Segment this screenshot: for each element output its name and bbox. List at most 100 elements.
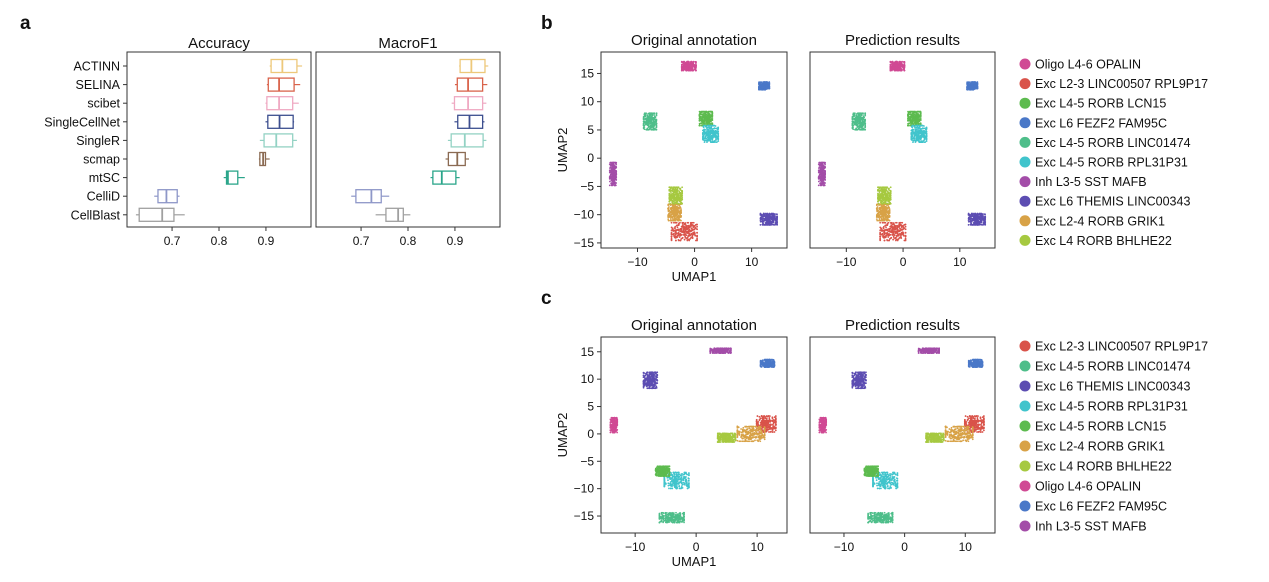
cell-point xyxy=(914,111,917,114)
cell-point xyxy=(900,68,902,71)
cell-point xyxy=(919,116,922,118)
umap-panel-b: Original annotation−10 0 10151050−5−10−15P… xyxy=(555,32,1208,284)
cell-point xyxy=(984,223,987,225)
cell-point xyxy=(667,219,670,222)
cell-point xyxy=(687,224,690,227)
cell-point xyxy=(653,114,656,116)
cell-point xyxy=(687,227,690,230)
cell-point xyxy=(691,61,693,64)
cell-point xyxy=(652,128,655,131)
cell-point xyxy=(977,215,980,218)
cell-point xyxy=(900,64,903,67)
cell-point xyxy=(915,116,918,119)
cell-point xyxy=(652,112,655,115)
cell-point xyxy=(691,234,694,237)
cell-point xyxy=(760,218,762,220)
facet-title: MacroF1 xyxy=(378,35,437,52)
cell-point xyxy=(703,133,706,136)
cell-point xyxy=(920,130,923,132)
cell-point xyxy=(706,126,709,129)
cell-point xyxy=(759,212,762,215)
cell-point xyxy=(917,114,919,117)
cell-point xyxy=(669,213,671,215)
cell-point xyxy=(705,117,707,119)
box-SELINA xyxy=(456,77,484,92)
cell-point xyxy=(649,114,651,117)
cell-point xyxy=(857,112,860,115)
box-CellBlast xyxy=(385,207,404,222)
cell-point xyxy=(673,199,676,202)
cell-point xyxy=(770,212,773,215)
cell-point xyxy=(700,118,703,120)
cell-point xyxy=(674,219,677,222)
cell-point xyxy=(900,228,902,231)
cell-point xyxy=(969,219,972,222)
cell-point xyxy=(709,129,712,132)
cell-point xyxy=(912,128,915,131)
cell-point xyxy=(910,110,913,113)
cluster-exc-l4-5-rorb-rpl31p31 xyxy=(910,124,928,144)
cell-point xyxy=(823,178,825,180)
cell-point xyxy=(880,233,883,236)
cell-point xyxy=(709,126,712,129)
box-SingleR xyxy=(450,133,484,148)
cell-point xyxy=(685,227,688,229)
cell-point xyxy=(864,112,867,115)
cell-point xyxy=(761,219,764,222)
cell-point xyxy=(970,215,973,218)
cell-point xyxy=(895,221,898,224)
cell-point xyxy=(821,166,824,169)
cell-point xyxy=(669,216,671,219)
category-label: CellBlast xyxy=(71,208,121,222)
cell-point xyxy=(672,215,674,218)
cell-point xyxy=(687,231,690,234)
cell-point xyxy=(821,173,824,176)
cell-point xyxy=(678,200,681,202)
cell-point xyxy=(920,137,922,140)
cell-point xyxy=(706,124,709,127)
cell-point xyxy=(702,134,705,137)
cell-point xyxy=(769,215,772,218)
panel-label-b: b xyxy=(541,13,553,34)
cell-point xyxy=(667,218,670,221)
cluster-exc-l4-5-rorb-lcn15 xyxy=(907,110,922,127)
cell-point xyxy=(902,232,905,235)
cell-point xyxy=(907,119,909,122)
cell-point xyxy=(859,128,861,131)
cell-point xyxy=(879,229,882,232)
cluster-exc-l6-fezf2-fam95c xyxy=(758,81,771,91)
cell-point xyxy=(821,176,824,179)
cell-point xyxy=(678,207,680,210)
cell-point xyxy=(974,213,977,216)
cell-point xyxy=(672,230,675,232)
cell-point xyxy=(917,126,920,129)
cell-point xyxy=(670,199,673,202)
cell-point xyxy=(691,68,694,71)
cell-point xyxy=(687,226,690,229)
cell-point xyxy=(701,113,704,116)
cell-point xyxy=(711,135,714,138)
cell-point xyxy=(698,124,701,127)
cell-point xyxy=(919,119,922,122)
cell-point xyxy=(886,224,889,227)
cell-point xyxy=(687,69,690,72)
cell-point xyxy=(642,116,645,119)
cell-point xyxy=(768,212,771,215)
cell-point xyxy=(679,221,681,224)
cell-point xyxy=(669,196,672,199)
cell-point xyxy=(668,209,671,212)
cell-point xyxy=(715,134,717,137)
cell-point xyxy=(907,117,909,120)
cell-point xyxy=(760,216,763,218)
cell-point xyxy=(976,223,979,226)
cell-point xyxy=(922,130,925,133)
cell-point xyxy=(609,166,612,169)
cell-point xyxy=(770,223,772,226)
cell-point xyxy=(913,137,916,140)
cell-point xyxy=(705,122,707,125)
cell-point xyxy=(707,124,710,127)
cell-point xyxy=(967,220,970,223)
cell-point xyxy=(673,234,676,237)
cell-point xyxy=(670,239,673,242)
cell-point xyxy=(681,231,684,234)
